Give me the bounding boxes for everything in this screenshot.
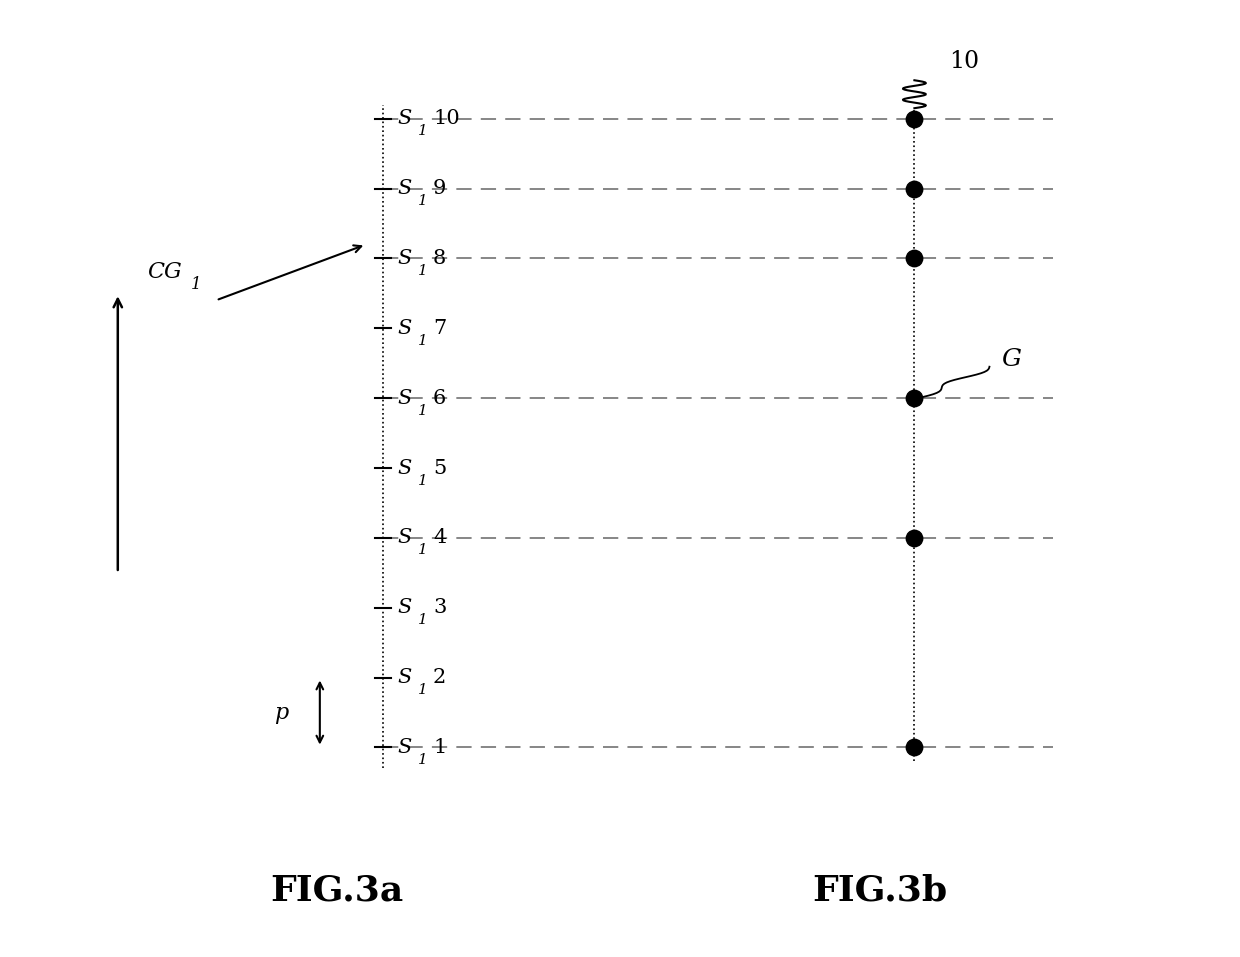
Point bbox=[904, 740, 924, 755]
Text: S: S bbox=[397, 319, 412, 338]
Text: 1: 1 bbox=[418, 194, 428, 208]
Text: G: G bbox=[1001, 348, 1021, 371]
Text: FIG.3b: FIG.3b bbox=[812, 873, 947, 907]
Text: CG: CG bbox=[146, 261, 181, 283]
Text: 5: 5 bbox=[433, 458, 446, 478]
Text: 1: 1 bbox=[418, 334, 428, 347]
Text: 7: 7 bbox=[433, 319, 446, 338]
Text: 10: 10 bbox=[433, 109, 460, 128]
Point bbox=[904, 111, 924, 126]
Text: 8: 8 bbox=[433, 249, 446, 268]
Text: S: S bbox=[397, 738, 412, 757]
Text: S: S bbox=[397, 249, 412, 268]
Text: 1: 1 bbox=[418, 753, 428, 768]
Text: 1: 1 bbox=[418, 404, 428, 417]
Text: S: S bbox=[397, 598, 412, 617]
Text: 6: 6 bbox=[433, 389, 446, 408]
Text: FIG.3a: FIG.3a bbox=[270, 873, 404, 907]
Text: 1: 1 bbox=[433, 738, 446, 757]
Text: 10: 10 bbox=[949, 51, 980, 74]
Text: S: S bbox=[397, 109, 412, 128]
Text: S: S bbox=[397, 389, 412, 408]
Text: 1: 1 bbox=[418, 613, 428, 628]
Text: 4: 4 bbox=[433, 528, 446, 547]
Text: S: S bbox=[397, 458, 412, 478]
Text: 1: 1 bbox=[418, 124, 428, 138]
Text: 1: 1 bbox=[418, 474, 428, 488]
Text: S: S bbox=[397, 528, 412, 547]
Text: 1: 1 bbox=[418, 683, 428, 698]
Text: 1: 1 bbox=[418, 264, 428, 278]
Text: S: S bbox=[397, 179, 412, 198]
Text: 9: 9 bbox=[433, 179, 446, 198]
Point bbox=[904, 390, 924, 406]
Point bbox=[904, 530, 924, 545]
Point bbox=[904, 251, 924, 266]
Text: 1: 1 bbox=[191, 277, 201, 294]
Text: 2: 2 bbox=[433, 668, 446, 687]
Point bbox=[904, 181, 924, 196]
Text: 3: 3 bbox=[433, 598, 446, 617]
Text: S: S bbox=[397, 668, 412, 687]
Text: 1: 1 bbox=[418, 544, 428, 558]
Text: p: p bbox=[274, 701, 289, 723]
